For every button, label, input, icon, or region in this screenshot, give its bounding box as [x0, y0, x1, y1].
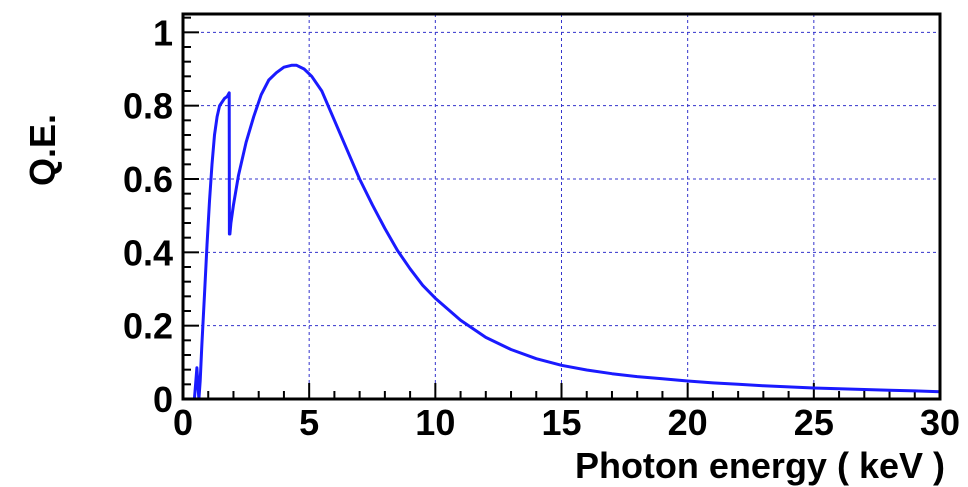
grid-layer — [183, 14, 940, 399]
y-axis-title: Q.E. — [22, 114, 63, 186]
x-tick-label: 25 — [794, 402, 834, 443]
x-tick-label: 20 — [668, 402, 708, 443]
series-layer — [192, 63, 942, 401]
y-tick-label: 0.6 — [123, 159, 173, 200]
x-tick-label-layer: 0 5 10 15 20 25 30 — [173, 402, 960, 443]
qe-series-line — [192, 63, 942, 401]
x-axis-title: Photon energy ( keV ) — [575, 445, 945, 486]
y-tick-label: 0.2 — [123, 306, 173, 347]
plot-frame — [181, 12, 942, 401]
x-tick-label: 15 — [541, 402, 581, 443]
y-tick-label: 1 — [153, 12, 173, 53]
x-tick-label: 10 — [415, 402, 455, 443]
x-tick-label: 5 — [299, 402, 319, 443]
x-tick-label: 0 — [173, 402, 193, 443]
y-tick-label: 0.4 — [123, 232, 173, 273]
y-tick-label-layer: 0 0.2 0.4 0.6 0.8 1 — [123, 12, 173, 420]
y-tick-label: 0 — [153, 379, 173, 420]
y-tick-label: 0.8 — [123, 86, 173, 127]
x-tick-label: 30 — [920, 402, 960, 443]
